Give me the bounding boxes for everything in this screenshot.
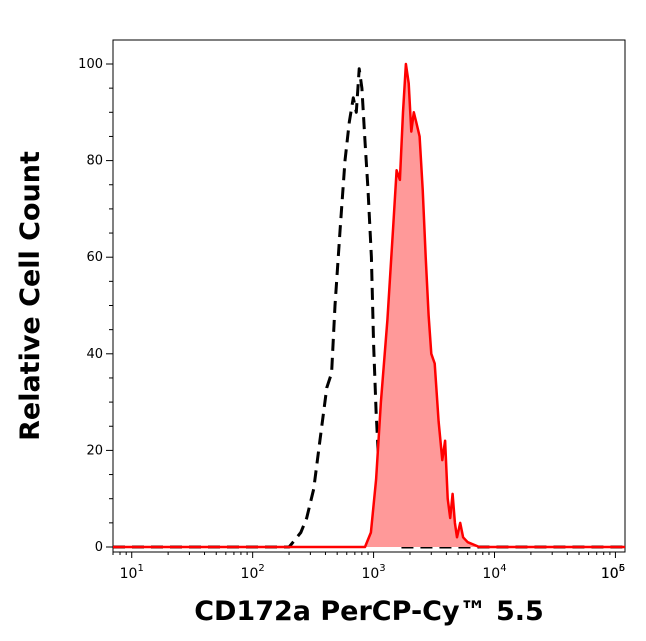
series-layer <box>113 62 625 549</box>
y-axis-title: Relative Cell Count <box>15 151 46 441</box>
y-tick-label: 0 <box>95 540 103 555</box>
x-tick-label: 102 <box>241 563 265 582</box>
plot-area-frame <box>112 39 626 553</box>
series-1-line <box>113 62 625 549</box>
x-tick-label: 104 <box>482 563 506 582</box>
x-tick-label: 103 <box>361 563 385 582</box>
x-tick-label: 105 <box>601 563 625 582</box>
y-tick-label: 60 <box>86 250 103 265</box>
y-tick-label: 80 <box>86 154 103 169</box>
series-1-fill <box>113 64 625 547</box>
x-tick-label: 101 <box>120 563 144 582</box>
x-axis-title: CD172a PerCP-Cy™ 5.5 <box>194 596 544 627</box>
series-0-line <box>113 67 625 549</box>
y-tick-label: 20 <box>86 443 103 458</box>
y-axis: 0 20 40 60 80 100 <box>78 57 113 555</box>
y-tick-label: 100 <box>78 57 103 72</box>
y-tick-label: 40 <box>86 347 103 362</box>
x-tick-label: 106 <box>601 563 625 582</box>
